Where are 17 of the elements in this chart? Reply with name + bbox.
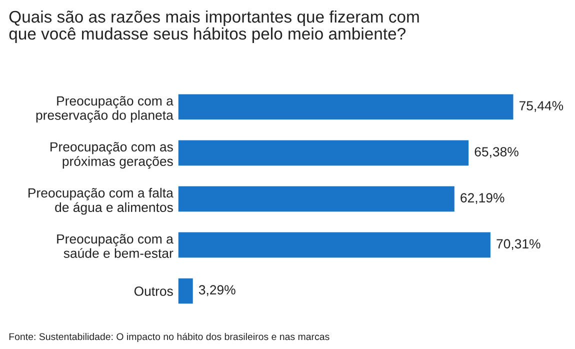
chart-title: Quais são as razões mais importantes que fizeram com que você mudasse seus hábitos pelo meio ambiente? <box>9 10 419 43</box>
source-note: Fonte: Sustentabilidade: O impacto no hábito dos brasileiros e nas marcas <box>9 332 330 342</box>
data-label: 70,31% <box>496 239 540 250</box>
y-tick-label: Preocupação com a saúde e bem-estar <box>57 234 174 258</box>
y-tick-label: Preocupação com as próximas gerações <box>50 142 173 169</box>
y-tick-label: Preocupação com a preservação do planeta <box>36 96 174 123</box>
data-label: 3,29% <box>198 285 236 296</box>
y-tick-label: Outros <box>134 286 173 296</box>
bar <box>178 186 454 212</box>
data-label: 75,44% <box>519 101 564 112</box>
data-label: 62,19% <box>460 193 504 204</box>
bar <box>178 232 490 258</box>
data-label: 65,38% <box>474 147 518 158</box>
bar <box>178 94 514 120</box>
y-tick-label: Preocupação com a falta de água e alimentos <box>28 188 174 215</box>
bar <box>178 278 193 304</box>
bar <box>178 140 469 166</box>
